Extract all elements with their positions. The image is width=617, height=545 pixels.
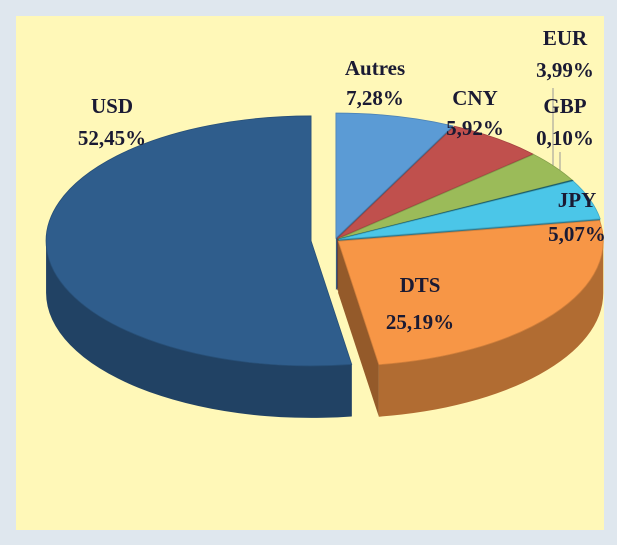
pie-slice [335, 112, 454, 239]
pie-slice [337, 125, 534, 239]
slice-category-label: GBP [543, 94, 586, 118]
slice-value-label: 52,45% [78, 126, 146, 150]
slice-side [46, 240, 352, 418]
slice-value-label: 5,07% [548, 222, 606, 246]
slice-value-label: 0,10% [536, 126, 594, 150]
slice-value-label: 25,19% [386, 310, 454, 334]
slice-category-label: EUR [543, 26, 588, 50]
slice-value-label: 3,99% [536, 58, 594, 82]
pie-slice [337, 220, 604, 366]
slice-category-label: Autres [345, 56, 405, 80]
slice-category-label: DTS [400, 273, 441, 297]
slice-value-label: 7,28% [346, 86, 404, 110]
slice-category-label: CNY [452, 86, 498, 110]
slice-side [378, 241, 604, 417]
slice-category-label: USD [91, 94, 133, 118]
pie-slice [338, 180, 601, 240]
pie-slice [45, 115, 353, 367]
slice-value-label: 5,92% [446, 116, 504, 140]
slice-category-label: JPY [558, 188, 597, 212]
slice-edge [338, 241, 379, 417]
